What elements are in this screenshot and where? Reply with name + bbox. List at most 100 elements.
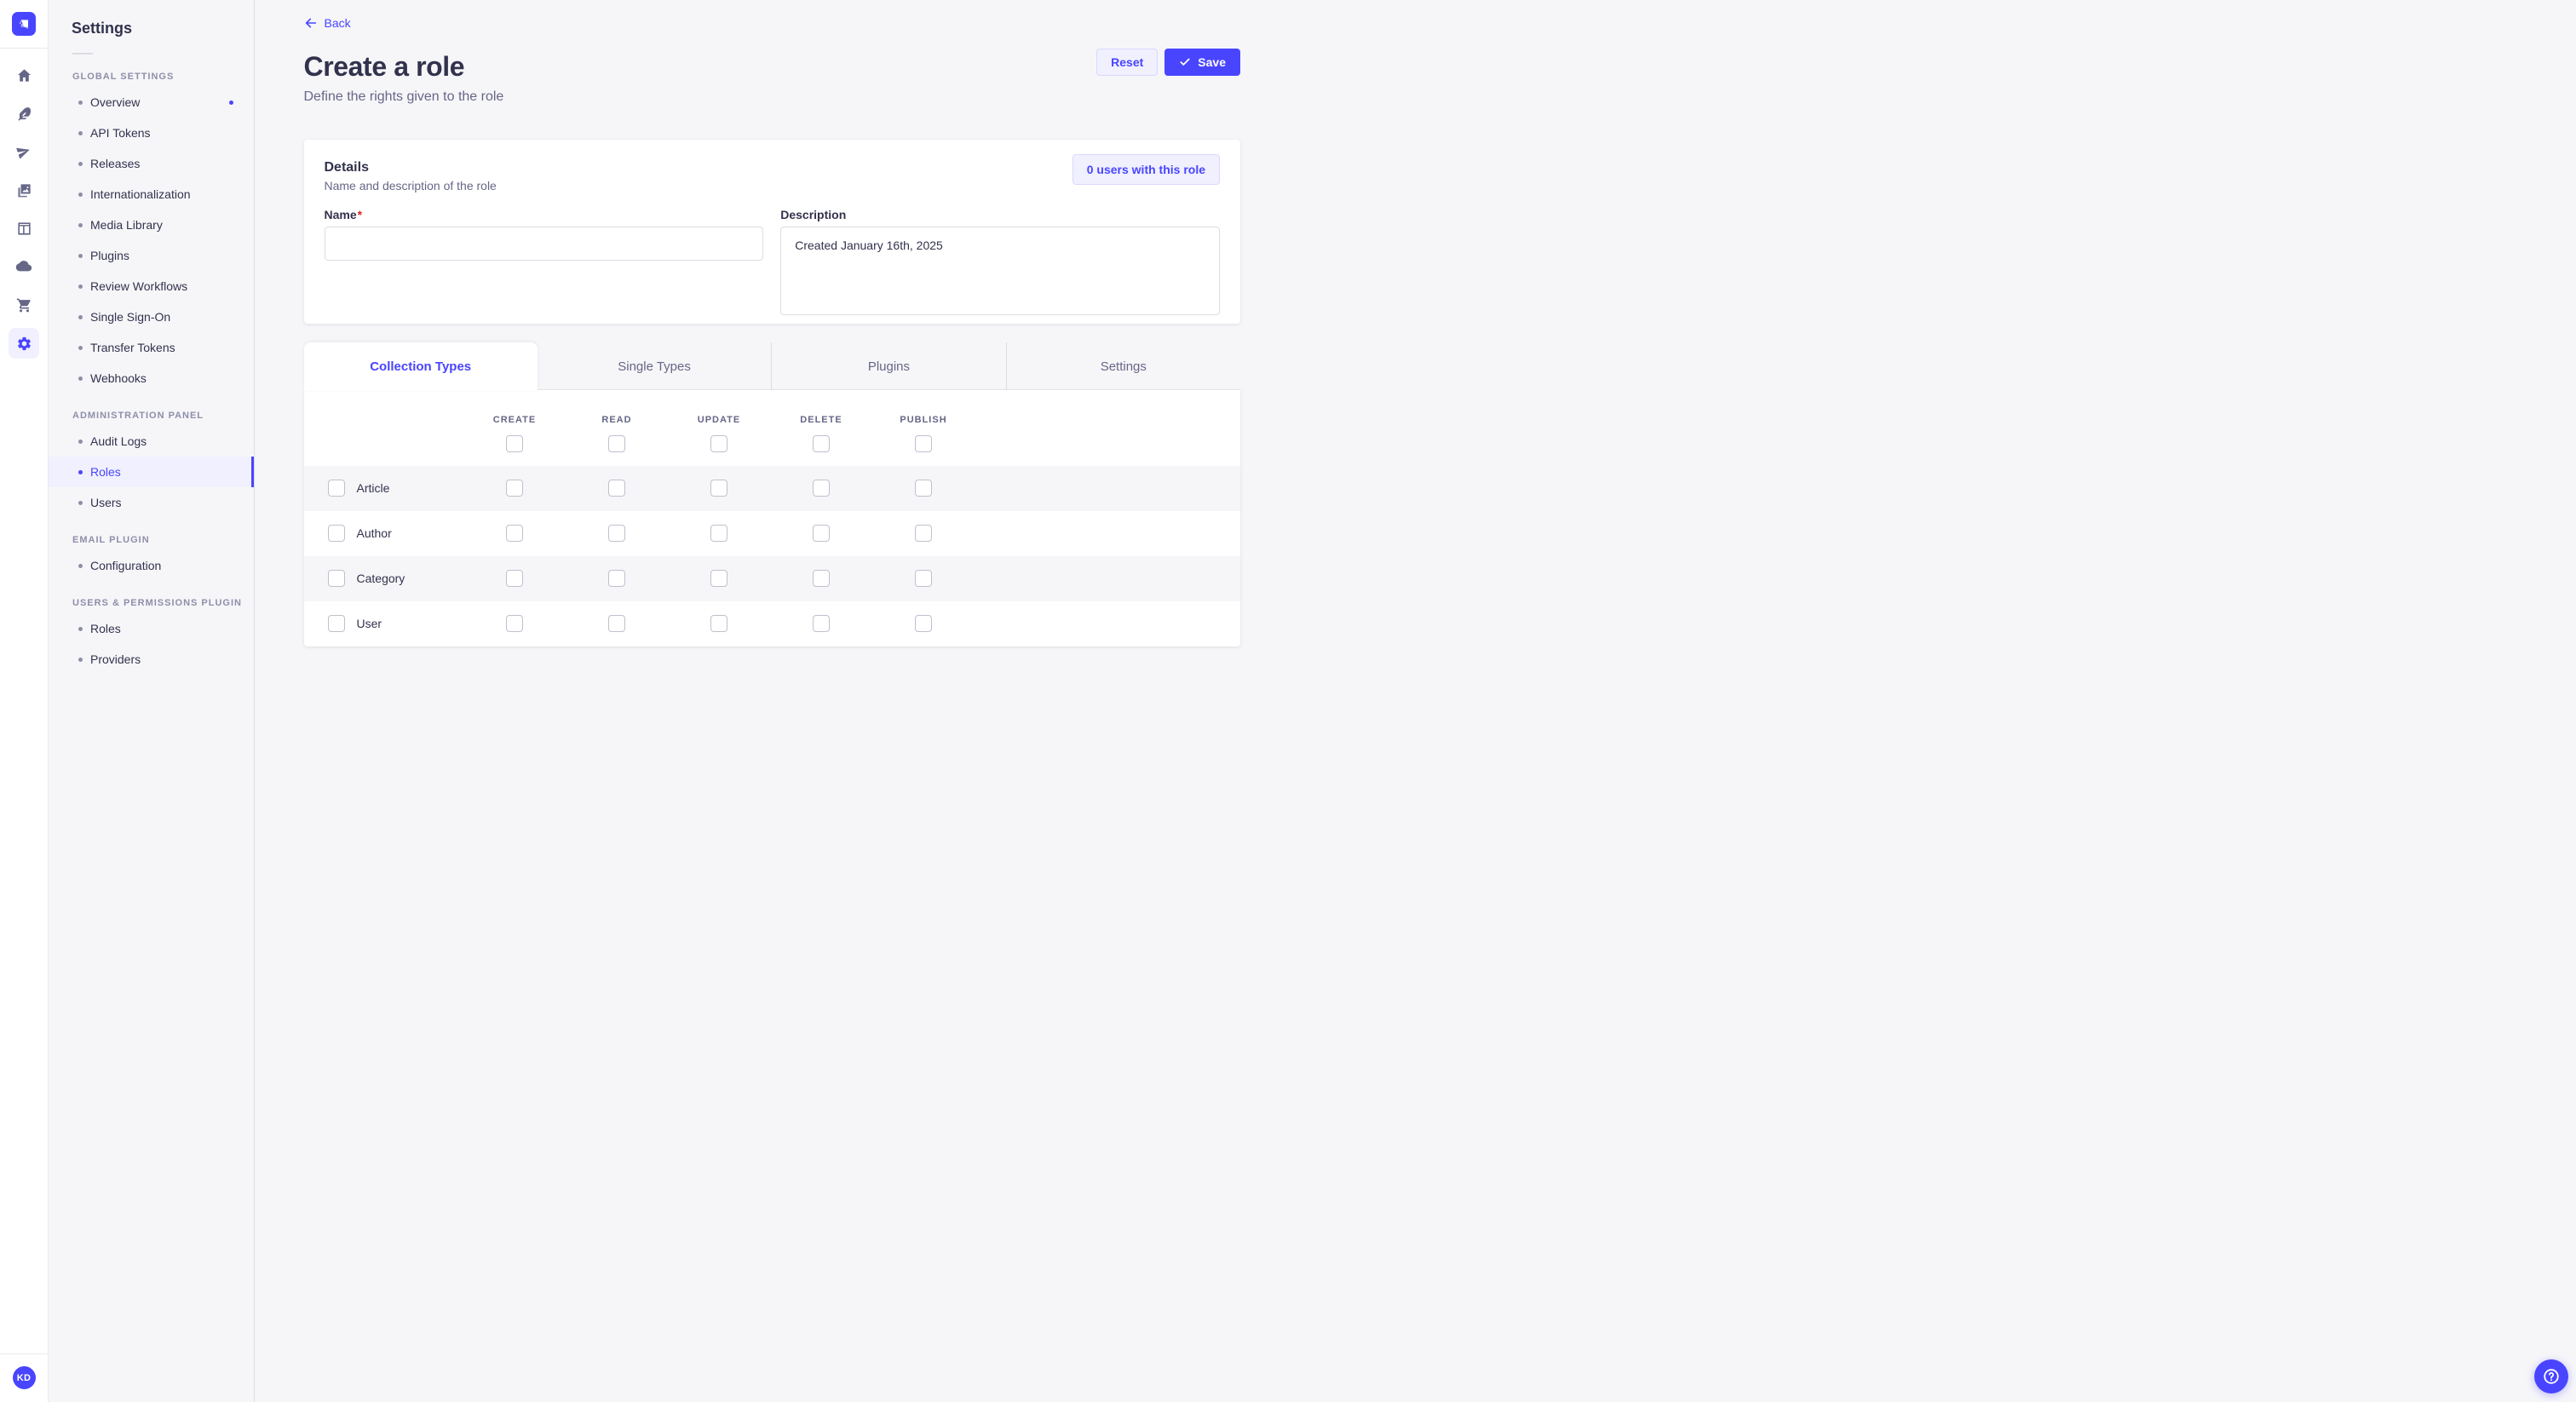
permissions-section: Collection Types Single Types Plugins Se… bbox=[303, 342, 1241, 646]
select-all-read-checkbox[interactable] bbox=[608, 435, 625, 452]
back-link[interactable]: Back bbox=[304, 16, 351, 30]
name-label: Name* bbox=[324, 208, 363, 221]
permission-checkbox-update[interactable] bbox=[710, 480, 727, 497]
section-label-email-plugin: EMAIL PLUGIN bbox=[72, 535, 150, 545]
feather-icon[interactable] bbox=[9, 98, 39, 129]
permission-checkbox-read[interactable] bbox=[608, 615, 625, 633]
permission-checkbox-create[interactable] bbox=[506, 525, 523, 543]
subnav-title: Settings bbox=[72, 20, 133, 37]
sidebar-item-roles-up[interactable]: Roles bbox=[49, 613, 254, 644]
sidebar-item-transfer-tokens[interactable]: Transfer Tokens bbox=[49, 332, 254, 363]
bullet-icon bbox=[78, 469, 83, 474]
bullet-icon bbox=[78, 439, 83, 444]
cart-icon[interactable] bbox=[9, 290, 39, 320]
permission-checkbox-update[interactable] bbox=[710, 570, 727, 588]
help-button[interactable] bbox=[2534, 1359, 2568, 1393]
bullet-icon bbox=[78, 222, 83, 227]
arrow-left-icon bbox=[305, 18, 316, 28]
table-row-author: Author bbox=[304, 511, 1241, 556]
permission-checkbox-publish[interactable] bbox=[915, 615, 932, 633]
bullet-icon bbox=[78, 192, 83, 197]
permission-checkbox-delete[interactable] bbox=[813, 570, 830, 588]
select-all-update-checkbox[interactable] bbox=[710, 435, 727, 452]
permission-checkbox-read[interactable] bbox=[608, 525, 625, 543]
permission-checkbox-publish[interactable] bbox=[915, 480, 932, 497]
select-all-create-checkbox[interactable] bbox=[506, 435, 523, 452]
question-circle-icon bbox=[2544, 1369, 2559, 1384]
reset-button[interactable]: Reset bbox=[1096, 49, 1159, 76]
permission-checkbox-delete[interactable] bbox=[813, 480, 830, 497]
tab-single-types[interactable]: Single Types bbox=[618, 359, 691, 374]
description-textarea[interactable]: Created January 16th, 2025 bbox=[780, 227, 1220, 315]
row-select-checkbox[interactable] bbox=[327, 570, 345, 588]
sidebar-item-webhooks[interactable]: Webhooks bbox=[49, 363, 254, 394]
sidebar-item-media-library[interactable]: Media Library bbox=[49, 210, 254, 240]
bullet-icon bbox=[78, 314, 83, 319]
cloud-icon[interactable] bbox=[9, 251, 39, 282]
permission-checkbox-delete[interactable] bbox=[813, 615, 830, 633]
nav-list-email-plugin: Configuration bbox=[49, 550, 254, 581]
bullet-icon bbox=[78, 345, 83, 350]
sidebar-item-plugins[interactable]: Plugins bbox=[49, 240, 254, 271]
check-icon bbox=[1180, 58, 1190, 66]
name-input[interactable] bbox=[324, 227, 764, 261]
bullet-icon bbox=[78, 500, 83, 505]
sidebar-item-api-tokens[interactable]: API Tokens bbox=[49, 118, 254, 148]
sidebar-item-configuration[interactable]: Configuration bbox=[49, 550, 254, 581]
section-label-global-settings: GLOBAL SETTINGS bbox=[72, 72, 175, 82]
sidebar-item-releases[interactable]: Releases bbox=[49, 148, 254, 179]
table-row-category: Category bbox=[303, 555, 1240, 601]
section-label-users-permissions-plugin: USERS & PERMISSIONS PLUGIN bbox=[72, 598, 242, 608]
settings-icon[interactable] bbox=[9, 328, 39, 359]
row-select-checkbox[interactable] bbox=[327, 525, 345, 543]
permission-checkbox-publish[interactable] bbox=[915, 570, 932, 588]
user-avatar[interactable]: KD bbox=[12, 1366, 36, 1389]
section-label-administration-panel: ADMINISTRATION PANEL bbox=[72, 411, 204, 421]
table-row-user: User bbox=[304, 601, 1241, 646]
sidebar-item-internationalization[interactable]: Internationalization bbox=[49, 179, 254, 210]
permissions-header: CREATE READ UPDATE DELETE PUBLISH bbox=[304, 390, 1241, 466]
tab-collection-types[interactable]: Collection Types bbox=[303, 342, 538, 391]
row-select-checkbox[interactable] bbox=[327, 480, 345, 497]
permission-checkbox-read[interactable] bbox=[608, 570, 625, 588]
permission-checkbox-update[interactable] bbox=[710, 615, 727, 633]
permission-checkbox-create[interactable] bbox=[506, 480, 523, 497]
row-select-checkbox[interactable] bbox=[327, 615, 345, 633]
users-with-role-button[interactable]: 0 users with this role bbox=[1072, 154, 1220, 185]
column-labels-row: CREATE READ UPDATE DELETE PUBLISH bbox=[304, 416, 1241, 425]
description-label: Description bbox=[780, 208, 847, 221]
header-actions: Reset Save bbox=[1096, 49, 1240, 76]
bullet-icon bbox=[78, 376, 83, 381]
permission-checkbox-create[interactable] bbox=[506, 615, 523, 633]
send-icon[interactable] bbox=[9, 136, 39, 167]
bullet-icon bbox=[78, 130, 83, 135]
sidebar-item-roles-admin[interactable]: Roles bbox=[49, 457, 254, 487]
details-subtitle: Name and description of the role bbox=[324, 179, 497, 192]
select-all-publish-checkbox[interactable] bbox=[915, 435, 932, 452]
sidebar-item-review-workflows[interactable]: Review Workflows bbox=[49, 271, 254, 302]
home-icon[interactable] bbox=[9, 60, 39, 90]
permission-checkbox-publish[interactable] bbox=[915, 525, 932, 543]
sidebar-item-overview[interactable]: Overview bbox=[49, 87, 254, 118]
layout-icon[interactable] bbox=[9, 213, 39, 244]
strapi-logo[interactable] bbox=[12, 12, 36, 36]
column-header-create: CREATE bbox=[492, 415, 537, 425]
details-fields: Name* Description Created January 16th, … bbox=[324, 208, 1220, 319]
select-all-delete-checkbox[interactable] bbox=[813, 435, 830, 452]
permission-checkbox-delete[interactable] bbox=[813, 525, 830, 543]
permission-checkbox-create[interactable] bbox=[506, 570, 523, 588]
save-button[interactable]: Save bbox=[1164, 49, 1240, 76]
bullet-icon bbox=[78, 626, 83, 631]
sidebar-item-single-sign-on[interactable]: Single Sign-On bbox=[49, 302, 254, 332]
settings-subnav: Settings GLOBAL SETTINGS Overview API To… bbox=[49, 0, 255, 1402]
sidebar-item-audit-logs[interactable]: Audit Logs bbox=[49, 426, 254, 457]
permission-checkbox-read[interactable] bbox=[608, 480, 625, 497]
sidebar-item-providers[interactable]: Providers bbox=[49, 644, 254, 675]
tab-settings[interactable]: Settings bbox=[1005, 342, 1240, 390]
media-library-icon[interactable] bbox=[9, 175, 39, 205]
sidebar-item-users[interactable]: Users bbox=[49, 487, 254, 518]
permission-checkbox-update[interactable] bbox=[710, 525, 727, 543]
tab-plugins[interactable]: Plugins bbox=[771, 342, 1005, 390]
bullet-icon bbox=[78, 253, 83, 258]
bullet-icon bbox=[78, 100, 83, 105]
